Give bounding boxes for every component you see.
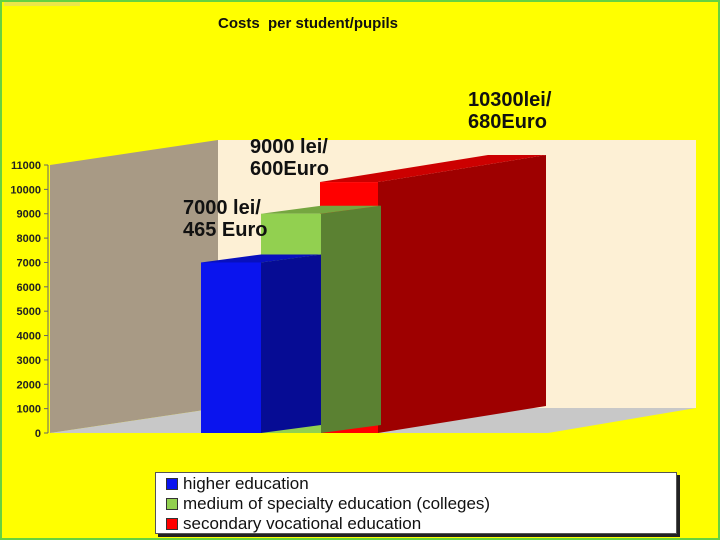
bar-side-2 [321, 205, 381, 433]
data-label-2: 9000 lei/ [250, 136, 328, 158]
y-tick-label: 8000 [17, 233, 41, 245]
data-label-3: 680Euro [468, 111, 547, 133]
y-tick-label: 6000 [17, 282, 41, 294]
data-label-1: 7000 lei/ [183, 197, 261, 219]
legend-label: medium of specialty education (colleges) [183, 494, 491, 513]
y-tick-label: 0 [35, 428, 41, 440]
y-tick-label: 7000 [17, 257, 41, 269]
bar-top-1 [201, 254, 321, 263]
y-tick-label: 4000 [17, 331, 41, 343]
y-tick-label: 11000 [11, 160, 41, 172]
y-tick-label: 3000 [17, 355, 41, 367]
legend-label: higher education [183, 474, 309, 493]
y-tick-label: 1000 [17, 404, 41, 416]
legend-item: medium of specialty education (colleges) [166, 495, 490, 513]
y-tick-label: 2000 [17, 379, 41, 391]
legend-item: higher education [166, 475, 309, 493]
chart-side-wall [50, 140, 218, 433]
legend-swatch [166, 497, 178, 510]
legend-swatch [166, 477, 178, 490]
corner-tab [4, 2, 80, 6]
y-tick-label: 5000 [17, 306, 41, 318]
legend-item: secondary vocational education [166, 515, 421, 533]
y-tick-label: 10000 [10, 184, 41, 196]
data-label-3: 10300lei/ [468, 89, 552, 111]
bar-side-1 [261, 254, 321, 433]
legend-label: secondary vocational education [183, 514, 422, 533]
data-label-2: 600Euro [250, 158, 329, 180]
bar-top-3 [320, 155, 546, 183]
chart-legend: higher education medium of specialty educ… [155, 472, 677, 534]
bar-side-3 [378, 155, 546, 433]
chart-title: Costs per student/pupils [218, 15, 399, 32]
bar-top-2 [261, 205, 381, 214]
legend-swatch [166, 517, 178, 530]
bar-1 [201, 262, 261, 433]
y-tick-label: 9000 [17, 209, 41, 221]
data-label-1: 465 Euro [183, 219, 267, 241]
